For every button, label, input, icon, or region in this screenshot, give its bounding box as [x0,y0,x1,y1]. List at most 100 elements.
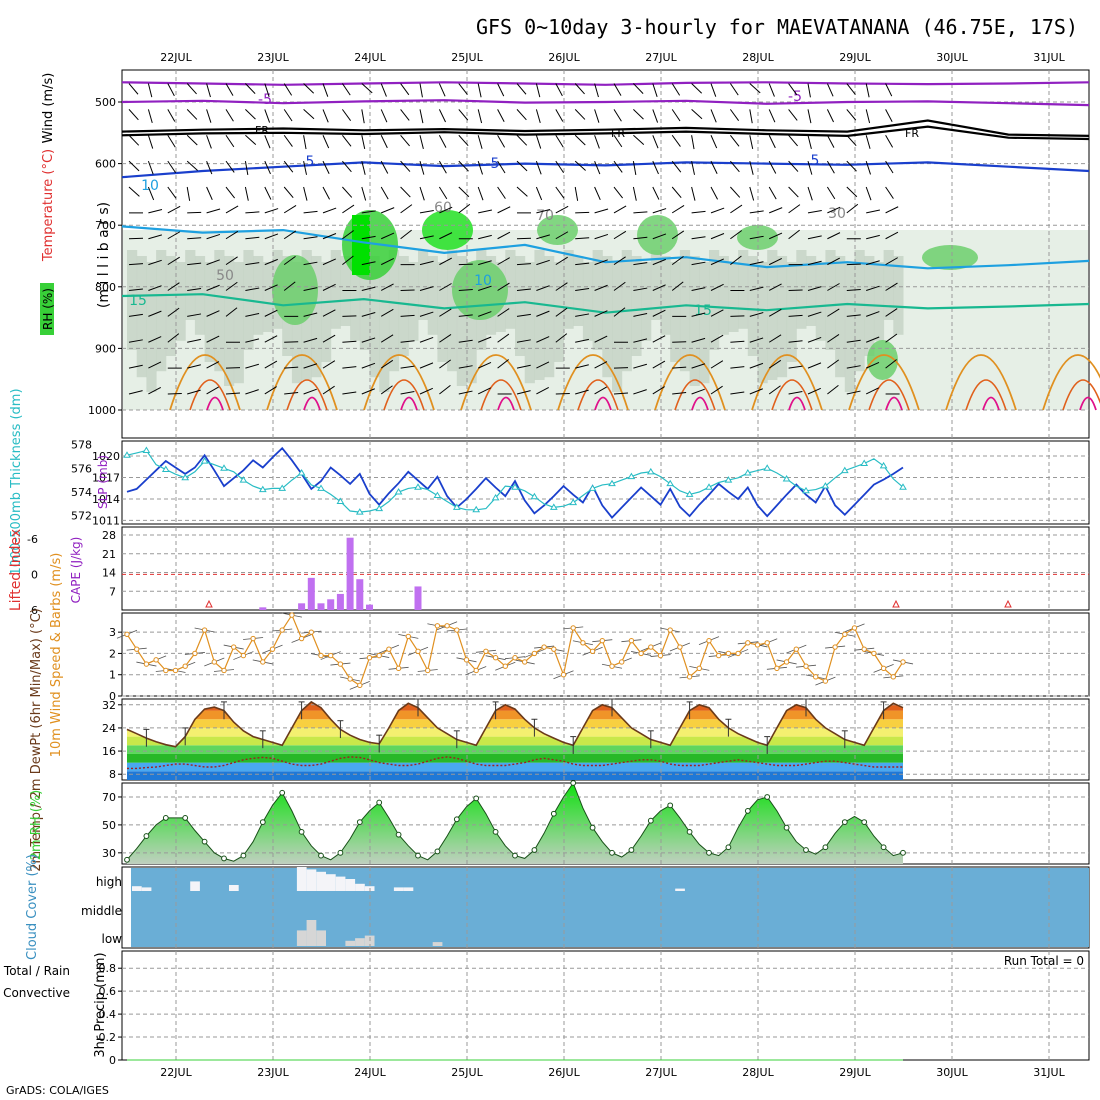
upper-air-panel: 500 600 700 800 900 1000 -5 -5 FR FR FR 5 5 5 10 10 15 15… [40,69,1100,439]
wind-barb [186,83,197,95]
series-point [705,483,713,490]
wind-barb [419,186,425,201]
wind-barb [807,311,822,317]
wind-barb [303,261,318,266]
rh-cell [379,262,390,392]
wind-barb [769,207,783,214]
wind-barb [672,392,687,395]
rh-cell [709,250,720,350]
series-point [763,464,772,471]
wind-barb [419,160,425,175]
wind-barb [128,313,143,317]
wind-barb [749,388,763,395]
isotherm-line [497,396,515,411]
wind-barb [458,160,469,172]
isotherm-line [751,354,823,411]
high-cloud-gap [403,887,414,891]
series-point [433,491,442,499]
wind-barb [788,160,799,172]
day-label-bottom: 30JUL [936,1066,968,1079]
cape-bar [414,586,422,610]
day-label-bottom: 25JUL [451,1066,483,1079]
wind-barb [380,283,394,291]
wind-barb [283,230,297,240]
cloud-level-label: middle [81,904,122,918]
series-point [211,659,218,665]
series-point [473,667,479,674]
wind-barb [264,284,278,291]
wind-barb [555,231,569,240]
wind-barb [536,259,550,266]
temp-axis-label: 2m Temp / 2m DewPt (6hr Min/Max) (°C) [29,608,44,871]
series-point [686,674,693,680]
wind-barb [206,386,219,395]
series-point [764,640,770,646]
wind-barb [361,286,376,291]
series-point [861,819,868,826]
wind-barb [497,135,506,148]
wind-barb [439,333,452,343]
wind-barb [768,232,783,240]
rh-cell [466,262,477,384]
wind-barb [516,313,531,317]
wind-barb [187,313,202,317]
wind-barb [206,335,220,343]
isotherm-line [848,354,920,411]
series-point [394,488,403,495]
wind-barb [594,386,607,395]
wind-barb [245,363,259,369]
wind-barb [187,262,202,266]
wind-barb [613,281,626,291]
series-point [434,848,441,855]
wind-barb [400,391,415,395]
temp-bands [127,701,903,780]
low-cloud-gap [296,930,307,946]
wind-barb [419,209,434,214]
wind-barb [264,208,279,214]
wind-barb [730,204,743,214]
wind-barb [283,205,297,214]
rh-cell [641,262,652,341]
rh-cell [806,256,817,326]
wind-barb [128,134,140,146]
wind-barb [827,257,840,266]
cloud-level-label: high [96,875,122,889]
high-cloud-gap [326,874,336,891]
wind-barb [322,283,336,291]
wind-barb [691,83,703,94]
isotherm-line [189,379,231,411]
series-point [181,473,190,481]
run-total-label: Run Total = 0 [1004,954,1084,968]
series-point [163,667,169,674]
wind-barb [322,186,331,200]
cloud-fill [131,868,1089,947]
isotherm-line [121,225,1090,270]
wind-barb [652,284,666,291]
wind-barb [826,160,835,174]
wind-barb [147,109,153,123]
series-point [551,646,557,652]
wind-barb [729,109,740,122]
wind-barb [807,260,822,266]
series-point [696,665,702,672]
series-point [347,676,353,682]
rh-cell [437,262,448,362]
wind-barb [322,160,330,174]
wind-barb [691,337,706,343]
wind-barb [478,336,492,343]
rh-cell [835,256,846,378]
wind-barb [478,260,492,266]
wind-barb [885,186,894,199]
wind-barb [788,314,803,317]
series-point [386,646,392,652]
wind-barb [826,186,836,200]
precip-tick-label: 0.2 [99,1031,117,1044]
wind-barb [439,206,453,214]
wind-barb [284,366,299,369]
wind-barb [535,109,541,123]
wind-barb [516,186,528,197]
cloud-axis-label: Cloud Cover (%) [25,854,40,960]
isotherm-line [868,379,910,411]
temp-tick-label: 32 [102,699,116,712]
rh-cell [815,262,826,341]
